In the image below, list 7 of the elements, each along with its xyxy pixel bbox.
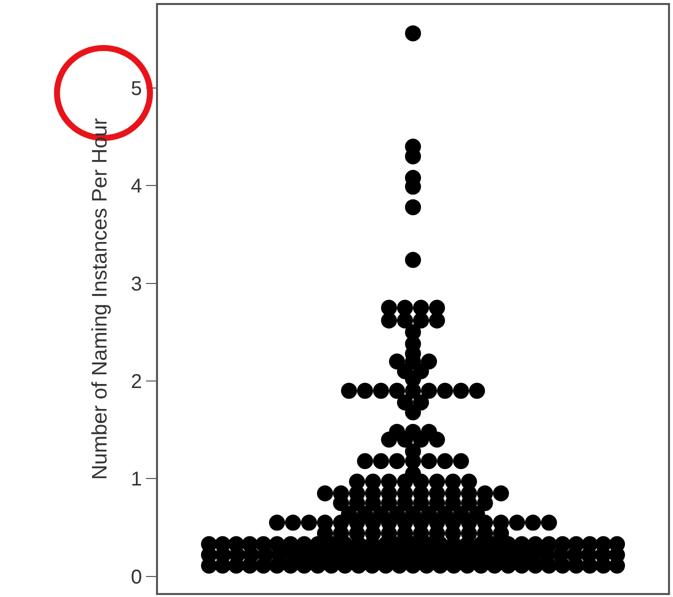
y-tick-label: 5 xyxy=(130,78,142,100)
y-tick-label: 2 xyxy=(130,371,142,394)
y-tick-label: 3 xyxy=(130,273,142,296)
y-tick-label: 1 xyxy=(130,468,142,491)
y-tick-label: 4 xyxy=(130,176,142,198)
y-axis-title: Number of Naming Instances Per Hour xyxy=(88,118,112,480)
y-tick-label: 0 xyxy=(130,566,142,588)
